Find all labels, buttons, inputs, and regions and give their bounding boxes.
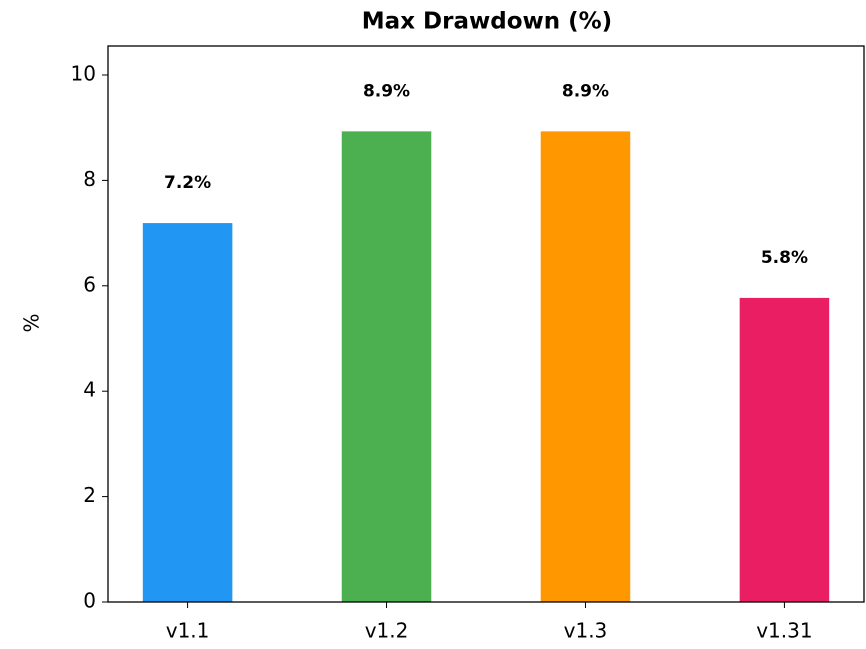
bar xyxy=(341,131,432,603)
x-tick-label: v1.2 xyxy=(365,619,409,643)
x-tick-label: v1.3 xyxy=(564,619,608,643)
value-label: 8.9% xyxy=(363,81,410,101)
x-tick-label: v1.1 xyxy=(166,619,210,643)
y-axis-label: % xyxy=(20,313,44,332)
value-label: 7.2% xyxy=(164,173,211,193)
y-tick-label: 2 xyxy=(83,483,96,507)
y-tick-label: 10 xyxy=(71,61,96,85)
bar xyxy=(142,223,233,602)
y-tick-label: 6 xyxy=(83,272,96,296)
y-tick-label: 4 xyxy=(83,378,96,402)
value-label: 8.9% xyxy=(562,81,609,101)
plot-frame xyxy=(107,45,865,603)
x-tick-label: v1.31 xyxy=(756,619,812,643)
chart-title: Max Drawdown (%) xyxy=(362,9,612,35)
bar xyxy=(540,131,631,603)
value-label: 5.8% xyxy=(761,248,808,268)
y-tick-label: 0 xyxy=(83,589,96,613)
y-tick-label: 8 xyxy=(83,167,96,191)
bar xyxy=(739,297,830,602)
